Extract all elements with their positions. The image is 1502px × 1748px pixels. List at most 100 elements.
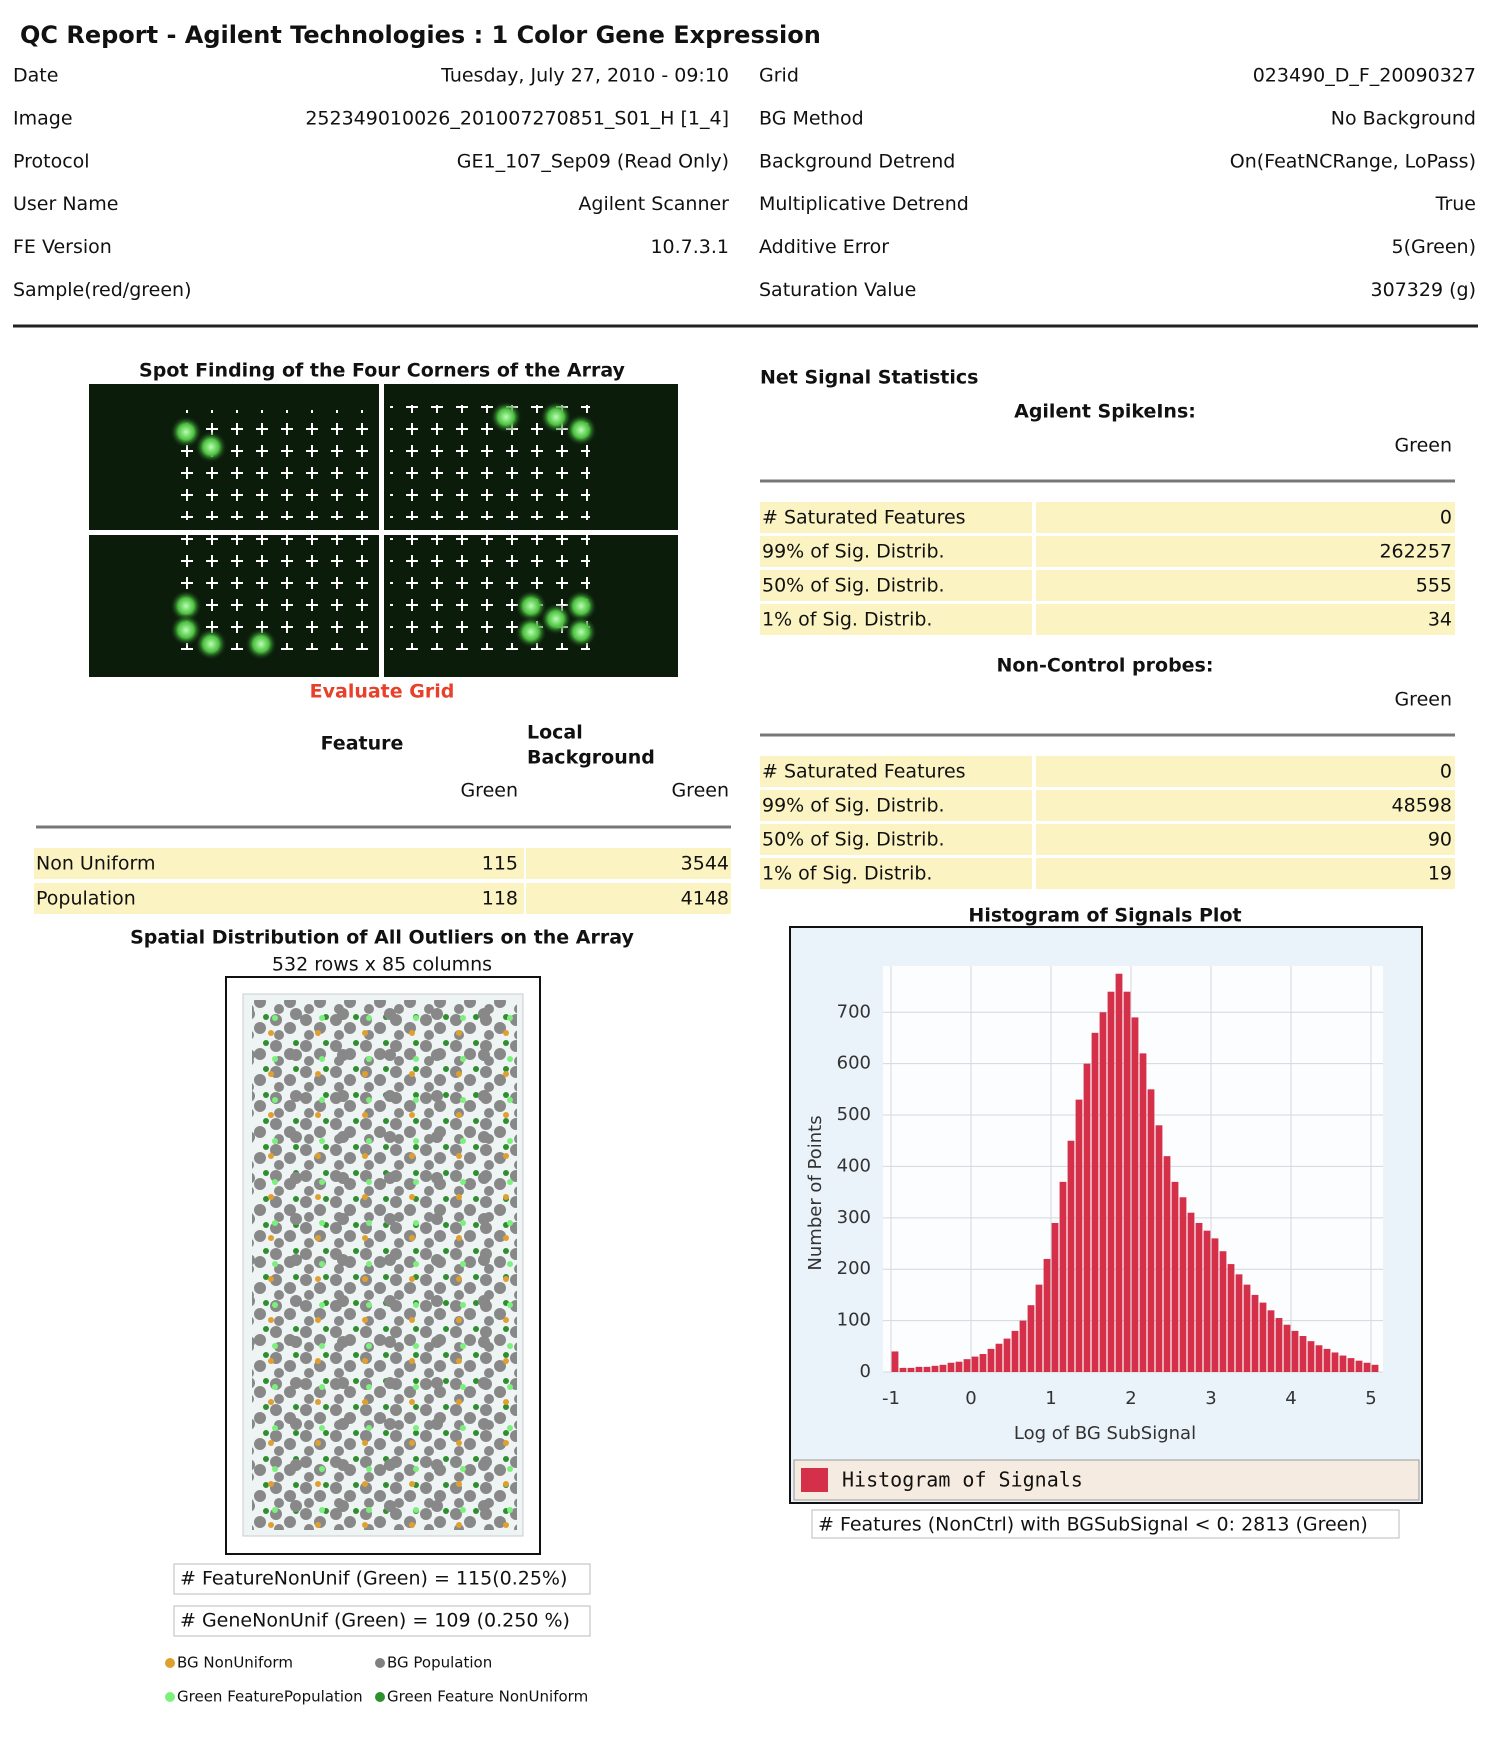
x-axis-label: Log of BG SubSignal <box>1014 1423 1196 1444</box>
stat-text: # GeneNonUnif (Green) = 109 (0.250 %) <box>180 1610 570 1632</box>
info-value: 307329 (g) <box>1371 279 1476 301</box>
info-label: Image <box>13 107 73 129</box>
row-value: 262257 <box>1379 541 1452 563</box>
legend-dot <box>375 1658 385 1668</box>
bar <box>1035 1284 1043 1372</box>
row-value: 0 <box>1440 761 1452 783</box>
bar <box>899 1367 907 1372</box>
row-value: 118 <box>482 888 518 910</box>
table-cell <box>526 883 731 914</box>
info-value: 252349010026_201007270851_S01_H [1_4] <box>305 107 729 129</box>
bar <box>1371 1364 1379 1372</box>
spatial-title: Spatial Distribution of All Outliers on … <box>130 927 634 949</box>
column-header: Green <box>1394 689 1452 711</box>
bar <box>1171 1181 1179 1372</box>
y-tick-label: 200 <box>837 1258 871 1279</box>
legend-dot <box>375 1692 385 1702</box>
bar <box>1243 1284 1251 1372</box>
table-cell <box>526 848 731 879</box>
info-label: Background Detrend <box>759 150 955 172</box>
bar <box>1203 1230 1211 1372</box>
info-label: Saturation Value <box>759 279 916 301</box>
bar <box>1155 1125 1163 1372</box>
legend-swatch <box>801 1468 828 1492</box>
bar <box>1315 1345 1323 1372</box>
spatial-plot <box>225 976 541 1555</box>
table-cell <box>1036 858 1455 889</box>
bar <box>1027 1305 1035 1372</box>
bar <box>1067 1140 1075 1372</box>
info-label: FE Version <box>13 236 112 258</box>
legend-dot <box>165 1658 175 1668</box>
bar <box>1323 1348 1331 1372</box>
table-cell <box>1036 570 1455 601</box>
y-tick-label: 500 <box>837 1104 871 1125</box>
legend-label: Green FeaturePopulation <box>177 1688 363 1706</box>
table-header: Feature <box>321 733 404 755</box>
row-value: 90 <box>1428 829 1452 851</box>
row-value: 115 <box>482 853 518 875</box>
table-subheader: Green <box>671 780 729 802</box>
row-label: 99% of Sig. Distrib. <box>762 795 945 817</box>
bar <box>931 1365 939 1372</box>
info-value: 10.7.3.1 <box>650 236 729 258</box>
table-cell <box>312 883 524 914</box>
x-tick-label: 5 <box>1365 1388 1376 1409</box>
table-cell <box>760 858 1032 889</box>
bar <box>1363 1362 1371 1372</box>
row-label: 1% of Sig. Distrib. <box>762 609 932 631</box>
info-label: Grid <box>759 65 799 87</box>
table-cell <box>760 570 1032 601</box>
row-label: # Saturated Features <box>762 507 966 529</box>
bar <box>1251 1294 1259 1372</box>
bar <box>1227 1264 1235 1372</box>
info-value: On(FeatNCRange, LoPass) <box>1230 150 1476 172</box>
x-tick-label: 2 <box>1125 1388 1136 1409</box>
info-label: Sample(red/green) <box>13 279 192 301</box>
bar <box>1355 1360 1363 1372</box>
info-label: Multiplicative Detrend <box>759 193 969 215</box>
bar <box>1275 1318 1283 1372</box>
note-box <box>811 1509 1400 1539</box>
y-tick-label: 100 <box>837 1310 871 1331</box>
bar <box>955 1361 963 1372</box>
bar <box>1307 1341 1315 1372</box>
bar <box>907 1367 915 1372</box>
row-label: Population <box>36 888 136 910</box>
bar <box>1043 1258 1051 1372</box>
info-value: 5(Green) <box>1392 236 1476 258</box>
row-value: 0 <box>1440 507 1452 529</box>
row-value: 19 <box>1428 863 1452 885</box>
row-value: 4148 <box>681 888 729 910</box>
bar <box>1187 1212 1195 1372</box>
bar <box>1003 1338 1011 1372</box>
info-value: 023490_D_F_20090327 <box>1253 65 1476 87</box>
x-tick-label: 4 <box>1285 1388 1296 1409</box>
info-value: True <box>1435 193 1476 215</box>
row-value: 34 <box>1428 609 1452 631</box>
table-cell <box>760 756 1032 787</box>
bar <box>1059 1181 1067 1372</box>
table-subheader: Green <box>460 780 518 802</box>
row-label: 50% of Sig. Distrib. <box>762 575 945 597</box>
evaluate-grid-link[interactable]: Evaluate Grid <box>310 681 455 703</box>
bar <box>1115 973 1123 1372</box>
bar <box>1267 1310 1275 1372</box>
y-axis-label: Number of Points <box>805 1115 826 1270</box>
info-value: Agilent Scanner <box>578 193 729 215</box>
bar <box>1347 1358 1355 1372</box>
table-cell <box>1036 756 1455 787</box>
y-tick-label: 600 <box>837 1053 871 1074</box>
histogram-title: Histogram of Signals Plot <box>968 905 1241 927</box>
row-value: 555 <box>1416 575 1452 597</box>
bar <box>1019 1320 1027 1372</box>
spatial-subtitle: 532 rows x 85 columns <box>272 954 492 976</box>
y-tick-label: 300 <box>837 1207 871 1228</box>
section-heading: Agilent SpikeIns: <box>1014 401 1196 423</box>
legend-label: Histogram of Signals <box>842 1468 1083 1492</box>
info-value: No Background <box>1331 107 1476 129</box>
bar <box>1099 1012 1107 1372</box>
bar <box>1123 991 1131 1372</box>
bar <box>1011 1330 1019 1372</box>
info-label: Additive Error <box>759 236 889 258</box>
